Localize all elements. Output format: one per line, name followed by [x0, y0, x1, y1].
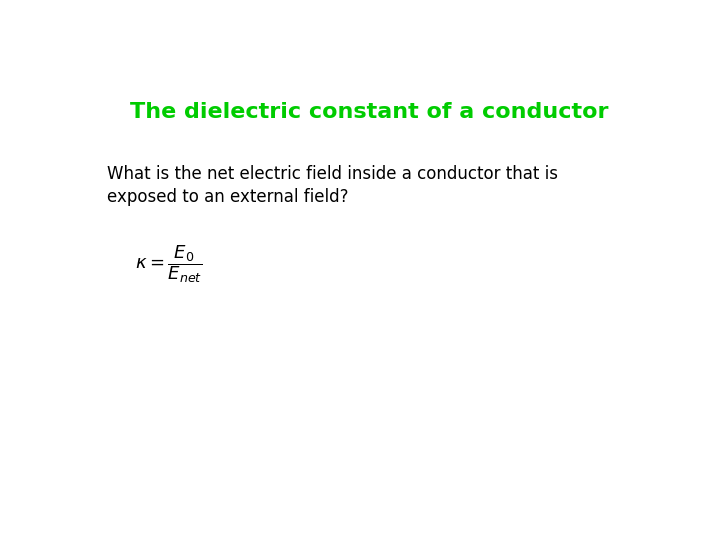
Text: What is the net electric field inside a conductor that is
exposed to an external: What is the net electric field inside a … [107, 165, 558, 206]
Text: The dielectric constant of a conductor: The dielectric constant of a conductor [130, 102, 608, 122]
Text: $\kappa = \dfrac{E_0}{E_{net}}$: $\kappa = \dfrac{E_0}{E_{net}}$ [135, 244, 202, 285]
